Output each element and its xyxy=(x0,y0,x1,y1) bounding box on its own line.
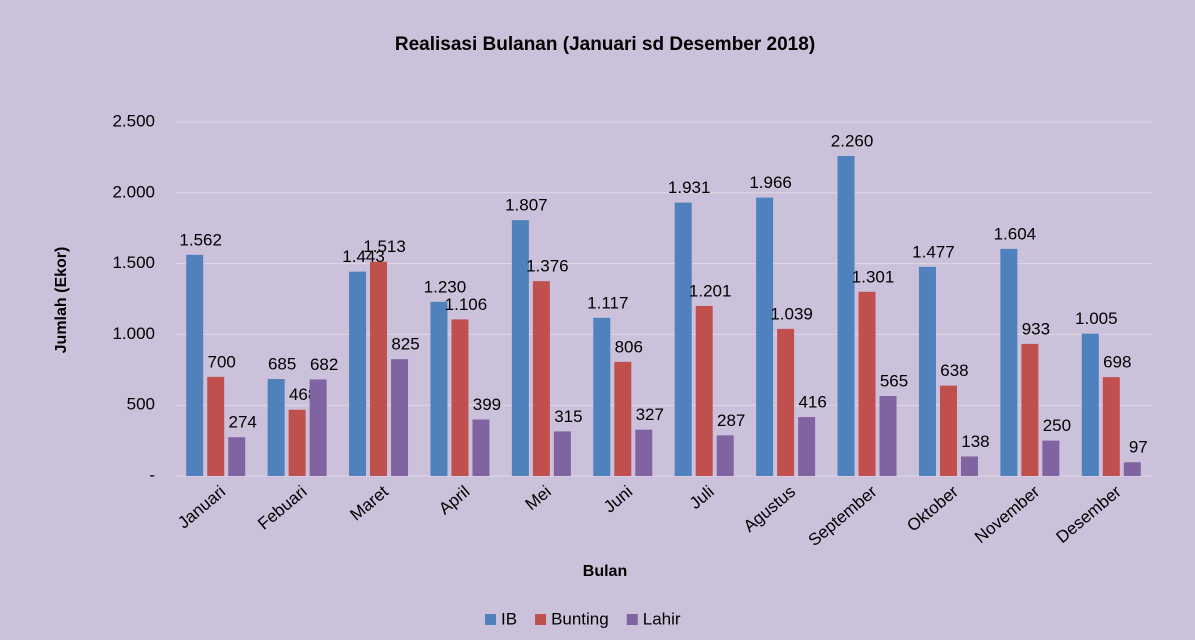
bar xyxy=(960,456,978,476)
bar xyxy=(207,376,225,476)
data-label: 97 xyxy=(1129,438,1148,457)
bar xyxy=(593,317,611,476)
bar xyxy=(837,155,855,476)
bar xyxy=(430,301,448,476)
legend-label: IB xyxy=(501,609,517,628)
legend-label: Lahir xyxy=(643,609,681,628)
legend-label: Bunting xyxy=(551,609,609,628)
bar xyxy=(674,202,692,476)
y-tick-label: - xyxy=(149,465,155,484)
data-label: 250 xyxy=(1043,416,1071,435)
x-axis-label: Bulan xyxy=(583,563,627,580)
data-label: 1.376 xyxy=(526,257,569,276)
data-label: 1.443 xyxy=(342,247,385,266)
bar xyxy=(186,254,204,476)
bar xyxy=(391,359,409,476)
data-label: 933 xyxy=(1022,319,1050,338)
bar xyxy=(798,417,816,476)
data-label: 565 xyxy=(880,371,908,390)
data-label: 1.201 xyxy=(689,281,732,300)
data-label: 806 xyxy=(615,337,643,356)
legend-swatch xyxy=(626,614,638,625)
data-label: 682 xyxy=(310,355,338,374)
data-label: 1.513 xyxy=(363,237,406,256)
bar xyxy=(777,328,795,476)
data-label: 138 xyxy=(961,432,989,451)
data-label: 2.260 xyxy=(831,131,874,150)
bar xyxy=(1021,343,1039,476)
legend-swatch xyxy=(535,614,547,625)
bar xyxy=(553,431,571,476)
data-label: 274 xyxy=(229,413,257,432)
bar xyxy=(756,197,774,477)
data-label: 315 xyxy=(554,407,582,426)
y-axis-label: Jumlah (Ekor) xyxy=(53,247,70,354)
data-label: 1.966 xyxy=(749,173,792,192)
bar xyxy=(716,435,734,476)
data-label: 1.807 xyxy=(505,196,548,215)
data-label: 1.931 xyxy=(668,178,711,197)
bar xyxy=(1102,377,1120,476)
data-label: 1.106 xyxy=(445,295,488,314)
bar xyxy=(532,281,550,476)
bar xyxy=(349,271,367,476)
bar xyxy=(879,395,897,476)
bar xyxy=(614,361,632,476)
bar xyxy=(1042,440,1060,476)
data-label: 1.562 xyxy=(179,230,222,249)
bar xyxy=(1123,462,1141,476)
data-label: 1.230 xyxy=(424,277,467,296)
y-tick-label: 1.500 xyxy=(112,253,155,272)
y-tick-label: 1.000 xyxy=(112,324,155,343)
data-label: 638 xyxy=(940,361,968,380)
bar xyxy=(939,385,957,476)
data-label: 287 xyxy=(717,411,745,430)
data-label: 1.005 xyxy=(1075,309,1118,328)
bar xyxy=(695,305,713,476)
data-label: 327 xyxy=(636,405,664,424)
bar xyxy=(370,261,388,476)
bar xyxy=(288,409,306,476)
data-label: 1.301 xyxy=(852,267,895,286)
y-tick-label: 2.000 xyxy=(112,182,155,201)
legend-swatch xyxy=(485,614,496,625)
bar xyxy=(472,419,490,476)
bar xyxy=(918,266,936,476)
data-label: 700 xyxy=(208,352,236,371)
data-label: 1.477 xyxy=(912,242,955,261)
data-label: 416 xyxy=(798,393,826,412)
bar xyxy=(1000,248,1018,476)
bar xyxy=(511,220,529,476)
data-label: 1.117 xyxy=(587,293,628,312)
bar xyxy=(1081,333,1099,476)
data-label: 825 xyxy=(391,335,419,354)
bar xyxy=(635,429,653,476)
bar xyxy=(267,379,285,476)
y-tick-label: 500 xyxy=(127,395,155,414)
bar xyxy=(309,379,327,476)
data-label: 685 xyxy=(268,354,296,373)
y-tick-label: 2.500 xyxy=(112,111,155,130)
data-label: 698 xyxy=(1103,353,1131,372)
data-label: 399 xyxy=(473,395,501,414)
bar xyxy=(451,319,469,476)
data-label: 1.604 xyxy=(994,224,1037,243)
bar xyxy=(858,291,876,476)
chart-title: Realisasi Bulanan (Januari sd Desember 2… xyxy=(395,34,815,55)
bar xyxy=(228,437,246,476)
data-label: 1.039 xyxy=(770,304,813,323)
